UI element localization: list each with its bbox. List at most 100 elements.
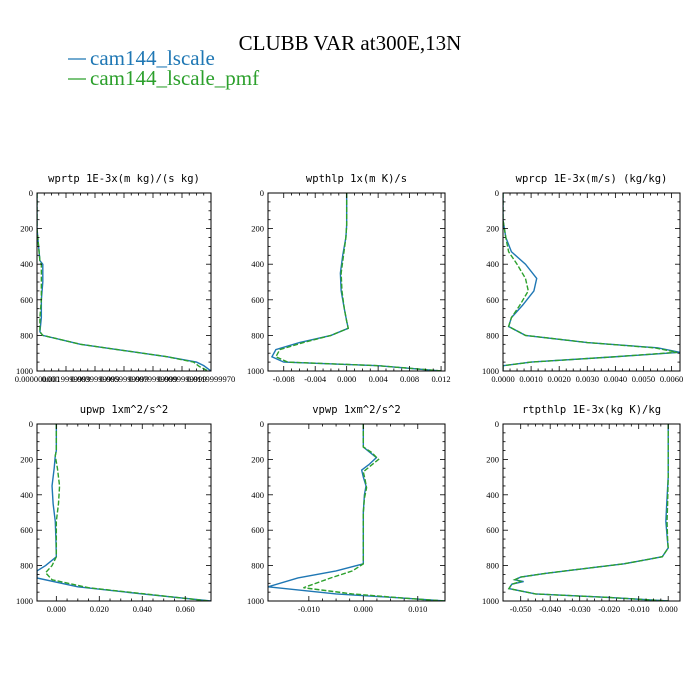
x-tick-label: 0.008	[400, 374, 419, 384]
y-tick-label: 200	[251, 224, 264, 234]
x-tick-label: 0.000000000	[15, 374, 60, 384]
x-tick-label: 0.020	[90, 604, 109, 614]
panel-title: wpthlp 1x(m K)/s	[306, 173, 407, 185]
y-tick-label: 1000	[16, 596, 33, 606]
plot-frame	[502, 423, 681, 602]
y-tick-label: 800	[486, 330, 499, 340]
x-tick-label: 0.0019999999	[42, 374, 91, 384]
series-line-2	[44, 424, 209, 601]
panel-title: wprcp 1E-3x(m/s) (kg/kg)	[516, 173, 668, 185]
series-line-2	[37, 193, 209, 371]
x-tick-label: 0.0119999970	[187, 374, 236, 384]
plot-frame	[36, 423, 212, 602]
y-tick-label: 800	[20, 561, 33, 571]
x-tick-label: -0.020	[598, 604, 620, 614]
x-tick-label: 0.0010	[519, 374, 542, 384]
x-tick-label: 0.040	[133, 604, 152, 614]
plot-frame	[502, 192, 681, 372]
y-tick-label: 1000	[482, 366, 499, 376]
x-tick-label: 0.0040	[604, 374, 627, 384]
panel-title: wprtp 1E-3x(m kg)/(s kg)	[48, 173, 200, 185]
x-tick-label: 0.0030	[576, 374, 599, 384]
panel-title: vpwp 1xm^2/s^2	[312, 404, 401, 416]
series-line-1	[37, 424, 211, 601]
y-tick-label: 400	[486, 490, 499, 500]
y-tick-label: 400	[20, 490, 33, 500]
x-tick-label: 0.0060	[660, 374, 683, 384]
panels: wprtp 1E-3x(m kg)/(s kg) 0 200 400 600 800 100…	[15, 173, 684, 614]
panel-4: upwp 1xm^2/s^2 0 200 400 600 800 1000 0.000 0.02…	[16, 404, 212, 614]
y-tick-label: 800	[20, 330, 33, 340]
y-tick-label: 800	[251, 561, 264, 571]
x-tick-label: 0.060	[176, 604, 195, 614]
series-line-2	[274, 193, 443, 371]
panel-title: upwp 1xm^2/s^2	[80, 404, 169, 416]
y-tick-label: 200	[20, 454, 33, 464]
series-line-1	[37, 193, 211, 371]
plot-frame	[36, 192, 212, 372]
y-tick-label: 0	[495, 419, 499, 429]
y-tick-label: 0	[260, 419, 264, 429]
x-tick-label: -0.030	[569, 604, 591, 614]
y-tick-label: 600	[486, 525, 499, 535]
x-tick-label: 0.0000	[491, 374, 514, 384]
legend-label-1: cam144_lscale	[90, 46, 215, 70]
series-line-1	[503, 193, 680, 371]
series-line-2	[507, 424, 669, 601]
x-tick-label: 0.000	[337, 374, 356, 384]
panel-2: wpthlp 1x(m K)/s 0 200 400 600 800 1000 -0.008-…	[247, 173, 451, 384]
x-tick-label: -0.010	[628, 604, 650, 614]
y-tick-label: 0	[260, 188, 264, 198]
y-tick-label: 200	[486, 454, 499, 464]
x-tick-label: 0.000	[659, 604, 678, 614]
y-tick-label: 600	[20, 525, 33, 535]
x-tick-label: -0.004	[304, 374, 327, 384]
y-tick-label: 400	[251, 490, 264, 500]
x-tick-label: 0.0099999999	[158, 374, 207, 384]
x-tick-label: 0.012	[432, 374, 451, 384]
x-tick-label: 0.000	[354, 604, 373, 614]
y-tick-label: 400	[20, 259, 33, 269]
y-tick-label: 200	[486, 224, 499, 234]
panel-3: wprcp 1E-3x(m/s) (kg/kg) 0 200 400 600 800 100…	[482, 173, 683, 384]
y-tick-label: 200	[20, 224, 33, 234]
y-tick-label: 1000	[247, 366, 264, 376]
x-tick-label: -0.050	[510, 604, 532, 614]
y-tick-label: 400	[486, 259, 499, 269]
series-line-1	[268, 424, 445, 601]
legend-label-2: cam144_lscale_pmf	[90, 66, 259, 90]
series-line-2	[503, 193, 678, 371]
y-tick-label: 1000	[247, 596, 264, 606]
y-tick-label: 200	[251, 454, 264, 464]
series-line-1	[507, 424, 669, 601]
y-tick-label: 800	[251, 330, 264, 340]
x-tick-label: 0.0020	[548, 374, 571, 384]
x-tick-label: -0.008	[273, 374, 295, 384]
x-tick-label: 0.0059999999	[100, 374, 149, 384]
y-tick-label: 0	[29, 188, 33, 198]
x-tick-label: 0.000	[47, 604, 66, 614]
x-tick-label: 0.004	[369, 374, 389, 384]
panel-title: rtpthlp 1E-3x(kg K)/kg	[522, 404, 661, 416]
y-tick-label: 600	[251, 525, 264, 535]
y-tick-label: 0	[29, 419, 33, 429]
y-tick-label: 600	[20, 295, 33, 305]
y-tick-label: 800	[486, 561, 499, 571]
plot-frame	[267, 423, 446, 602]
x-tick-label: -0.010	[298, 604, 320, 614]
x-tick-label: 0.010	[408, 604, 427, 614]
figure-title: CLUBB VAR at300E,13N	[239, 31, 462, 55]
y-tick-label: 600	[486, 295, 499, 305]
y-tick-label: 1000	[482, 596, 499, 606]
panel-5: vpwp 1xm^2/s^2 0 200 400 600 800 1000 -0.010 0.0…	[247, 404, 446, 614]
y-tick-label: 600	[251, 295, 264, 305]
panel-6: rtpthlp 1E-3x(kg K)/kg 0 200 400 600 800 1000 -…	[482, 404, 681, 614]
series-line-2	[303, 424, 445, 601]
y-tick-label: 0	[495, 188, 499, 198]
x-tick-label: 0.0050	[632, 374, 655, 384]
y-tick-label: 400	[251, 259, 264, 269]
x-tick-label: -0.040	[539, 604, 561, 614]
x-tick-label: 0.0079999999	[129, 374, 178, 384]
